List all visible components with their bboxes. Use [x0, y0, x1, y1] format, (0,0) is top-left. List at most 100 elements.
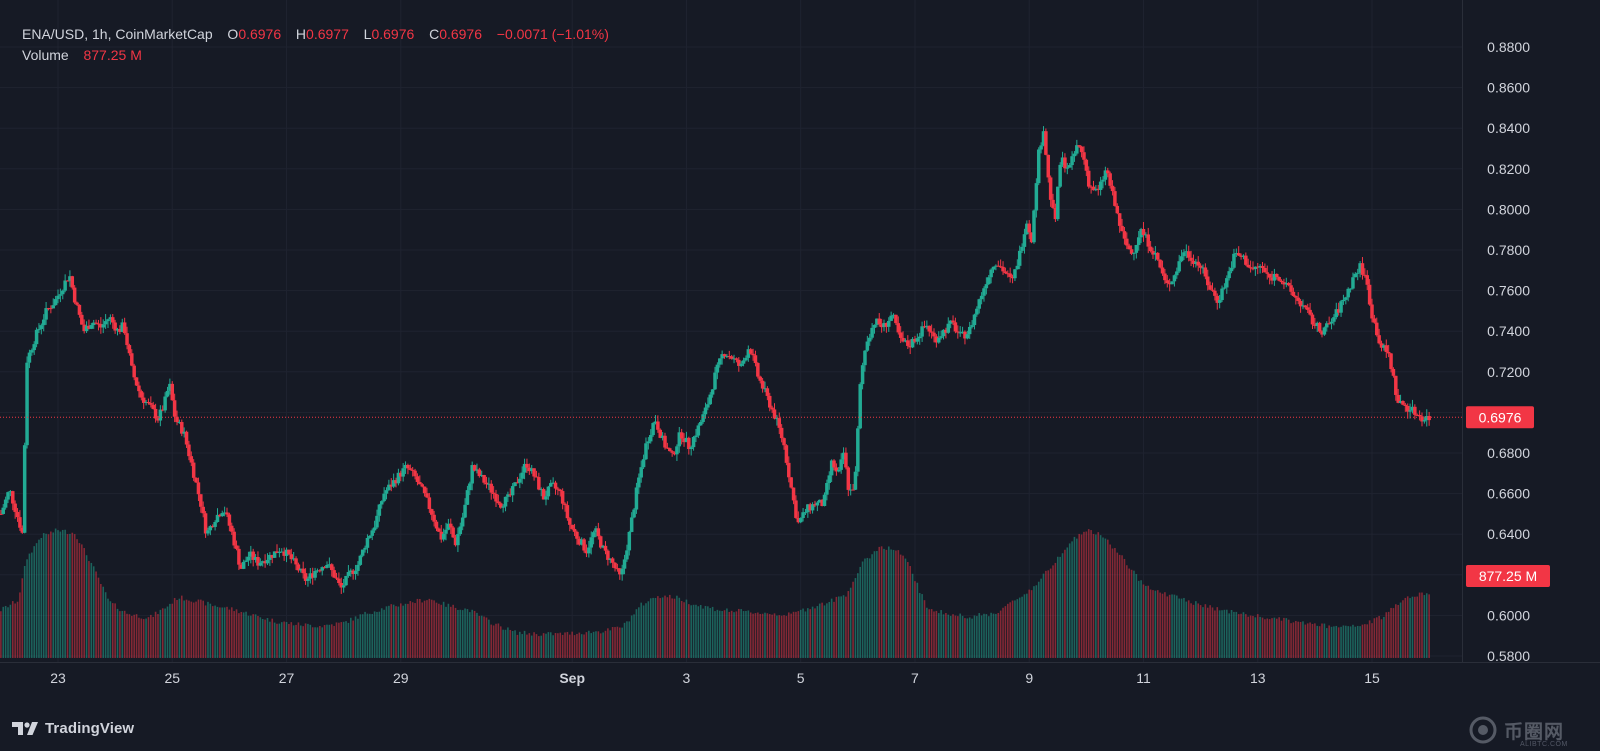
candle-body — [672, 452, 677, 455]
volume-bar — [261, 618, 264, 658]
candle-body — [539, 489, 543, 491]
volume-bar — [154, 611, 157, 658]
volume-bar — [842, 595, 845, 658]
volume-bar — [1109, 544, 1111, 658]
candle-body — [113, 322, 117, 331]
volume-bar — [1007, 603, 1009, 658]
candle-body — [368, 535, 372, 538]
candle-body — [653, 421, 658, 424]
candle-body — [1170, 281, 1174, 285]
volume-bar — [804, 611, 807, 658]
candle-body — [698, 421, 703, 426]
candle-body — [882, 323, 886, 328]
candle-body — [1129, 249, 1134, 254]
volume-bar — [978, 613, 981, 658]
candle-body — [1372, 318, 1377, 323]
volume-bar — [416, 598, 419, 658]
legend-volume-row: Volume 877.25 M — [22, 45, 609, 66]
candle-body — [82, 324, 86, 332]
candle-body — [958, 332, 962, 334]
volume-bar — [718, 610, 721, 658]
chart-legend: ENA/USD, 1h, CoinMarketCap O0.6976 H0.69… — [22, 24, 609, 66]
candle-body — [775, 418, 779, 420]
volume-bar — [2, 606, 5, 658]
volume-bar — [909, 566, 911, 658]
candle-body — [365, 537, 370, 548]
candle-body — [1201, 267, 1205, 269]
candle-body — [53, 299, 58, 306]
volume-bar — [799, 609, 802, 658]
volume-bar — [40, 537, 43, 658]
candle-body — [956, 331, 960, 333]
candle-body — [713, 372, 717, 390]
volume-bar — [616, 626, 619, 658]
volume-bar — [16, 601, 19, 658]
candle-body — [1241, 255, 1246, 257]
volume-bar — [802, 608, 804, 658]
x-tick-label: Sep — [559, 670, 585, 686]
volume-bar — [342, 621, 345, 658]
volume-bar — [1242, 612, 1245, 658]
last-price-tag — [1466, 406, 1534, 429]
candle-body — [1196, 261, 1200, 266]
candle-body — [1315, 322, 1319, 326]
volume-bar — [883, 548, 885, 658]
candle-body — [1353, 273, 1358, 278]
candle-body — [779, 427, 784, 439]
volume-bar — [1140, 580, 1142, 658]
volume-bar — [1323, 623, 1326, 658]
candle-body — [1032, 210, 1036, 243]
candle-body — [1236, 253, 1241, 256]
volume-bar — [254, 614, 257, 658]
candle-body — [1098, 181, 1103, 190]
candle-body — [527, 467, 532, 472]
candle-body — [1158, 259, 1162, 268]
volume-bar — [564, 632, 566, 658]
candle-body — [218, 514, 222, 517]
volume-bar — [945, 613, 947, 658]
candle-body — [1244, 255, 1248, 265]
candle-body — [206, 530, 210, 534]
volume-bar — [469, 612, 471, 658]
volume-bar — [1195, 601, 1197, 658]
candle-body — [789, 477, 793, 488]
candle-body — [1015, 265, 1020, 270]
candle-body — [858, 384, 862, 429]
volume-bar — [45, 533, 47, 658]
volume-bar — [937, 613, 940, 658]
volume-bar — [1204, 604, 1207, 658]
candle-body — [748, 349, 753, 354]
candle-series — [0, 126, 1431, 594]
y-tick-label: 0.6000 — [1487, 607, 1530, 623]
volume-bar — [402, 605, 404, 658]
volume-bar — [878, 546, 881, 658]
candle-body — [984, 284, 989, 289]
volume-bar — [735, 611, 738, 658]
volume-bar — [109, 601, 112, 658]
volume-bar — [1271, 618, 1273, 658]
candle-body — [1182, 252, 1186, 257]
volume-bar — [52, 532, 55, 658]
volume-bar — [1121, 555, 1123, 658]
candle-body — [615, 568, 620, 570]
candle-body — [648, 435, 653, 442]
candle-body — [1363, 274, 1367, 276]
candle-body — [541, 489, 546, 500]
volume-bar — [849, 587, 852, 658]
candle-body — [180, 422, 184, 434]
volume-bar — [1116, 552, 1119, 658]
watermark-logo-icon — [1469, 716, 1497, 744]
candle-body — [729, 356, 734, 359]
volume-bar — [69, 533, 71, 658]
candle-body — [458, 526, 463, 535]
volume-bar — [1245, 614, 1247, 658]
volume-bar — [1147, 585, 1150, 658]
candle-body — [334, 577, 339, 579]
candle-body — [810, 504, 815, 511]
candle-body — [703, 407, 708, 415]
volume-bar — [1130, 569, 1133, 658]
volume-bar — [1133, 570, 1135, 658]
tradingview-brand[interactable]: TradingView — [12, 720, 134, 737]
